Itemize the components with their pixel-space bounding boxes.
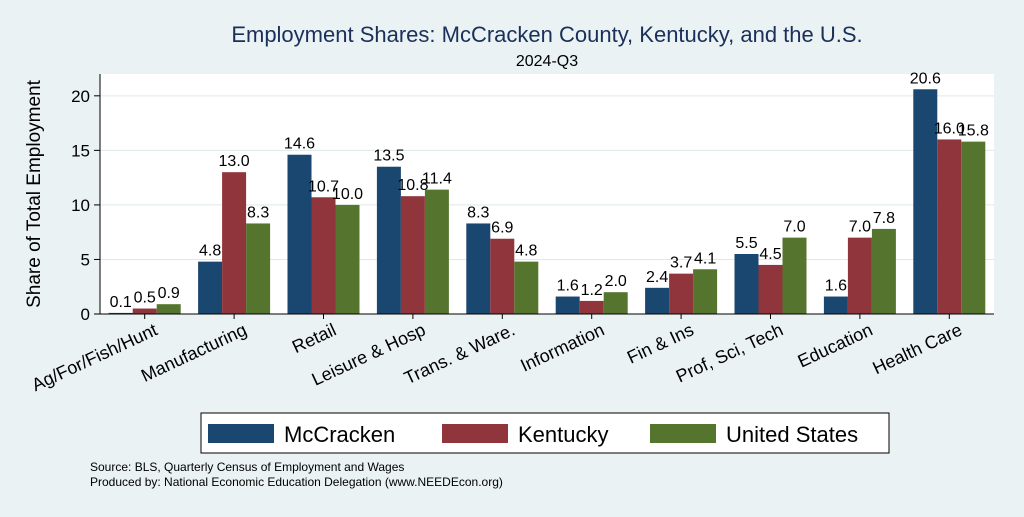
bar	[645, 287, 670, 314]
data-label: 1.6	[557, 278, 579, 295]
data-label: 0.1	[110, 294, 132, 311]
data-label: 15.8	[958, 123, 989, 140]
bar	[376, 166, 401, 314]
bar	[246, 223, 271, 314]
data-label: 4.1	[694, 250, 716, 267]
data-label: 0.9	[158, 285, 180, 302]
y-tick-label: 5	[81, 250, 90, 269]
legend-swatch	[442, 424, 508, 443]
bar	[693, 269, 718, 314]
data-label: 7.0	[783, 219, 805, 236]
bar	[198, 261, 223, 314]
data-label: 4.8	[515, 243, 537, 260]
legend-label: McCracken	[284, 422, 395, 447]
data-label: 20.6	[910, 70, 941, 87]
legend-label: Kentucky	[518, 422, 609, 447]
data-label: 3.7	[670, 255, 692, 272]
legend-swatch	[650, 424, 716, 443]
bar	[490, 238, 515, 314]
bar	[871, 228, 896, 314]
bar	[847, 237, 872, 314]
bar	[734, 254, 759, 314]
data-label: 8.3	[247, 204, 269, 221]
bar	[669, 273, 694, 314]
bar	[913, 89, 938, 314]
legend-box	[200, 412, 890, 454]
bar	[555, 296, 580, 314]
bar	[132, 308, 157, 314]
bar	[466, 223, 491, 314]
data-label: 1.6	[825, 278, 847, 295]
bar	[222, 172, 247, 314]
source-note: Source: BLS, Quarterly Census of Employm…	[90, 460, 404, 474]
bars	[108, 89, 986, 314]
bar	[424, 189, 449, 314]
data-labels: 0.1 4.8 14.6 13.5 8.3 1.6 2.4 5.5 1.6 20.6 0.5 13.0…	[110, 70, 989, 311]
bar	[823, 296, 848, 314]
data-label: 4.8	[199, 243, 221, 260]
legend-label: United States	[726, 422, 858, 447]
bar	[937, 139, 962, 314]
bar	[311, 197, 336, 314]
bar	[961, 141, 986, 314]
y-axis: 0 5 10 15 20	[71, 87, 100, 324]
data-label: 2.4	[646, 269, 668, 286]
y-tick-label: 0	[81, 305, 90, 324]
data-label: 10.8	[397, 177, 428, 194]
y-tick-label: 10	[71, 196, 90, 215]
data-label: 2.0	[605, 273, 627, 290]
bar	[287, 154, 312, 314]
legend-swatch	[208, 424, 274, 443]
data-label: 13.0	[219, 153, 250, 170]
data-label: 7.0	[849, 219, 871, 236]
chart-subtitle: 2024-Q3	[516, 53, 578, 70]
produced-by-note: Produced by: National Economic Education…	[90, 475, 503, 489]
y-tick-label: 20	[71, 87, 90, 106]
data-label: 1.2	[581, 282, 603, 299]
legend: McCracken Kentucky United States	[200, 412, 890, 454]
data-label: 7.8	[873, 210, 895, 227]
bar	[579, 300, 604, 314]
bar	[603, 292, 628, 314]
y-axis-title: Share of Total Employment	[24, 79, 45, 307]
data-label: 10.7	[308, 178, 339, 195]
data-label: 0.5	[134, 290, 156, 307]
bar	[400, 196, 425, 314]
data-label: 6.9	[491, 220, 513, 237]
chart-title: Employment Shares: McCracken County, Ken…	[231, 22, 862, 47]
data-label: 13.5	[373, 148, 404, 165]
data-label: 10.0	[332, 186, 363, 203]
bar	[514, 261, 539, 314]
data-label: 4.5	[759, 246, 781, 263]
data-label: 8.3	[467, 204, 489, 221]
data-label: 5.5	[735, 235, 757, 252]
bar	[156, 304, 181, 314]
bar	[335, 204, 360, 314]
bar	[782, 237, 807, 314]
data-label: 11.4	[422, 171, 452, 188]
bar	[108, 312, 133, 314]
data-label: 16.0	[934, 120, 965, 137]
y-tick-label: 15	[71, 141, 90, 160]
bar	[758, 264, 783, 314]
data-label: 14.6	[284, 136, 315, 153]
